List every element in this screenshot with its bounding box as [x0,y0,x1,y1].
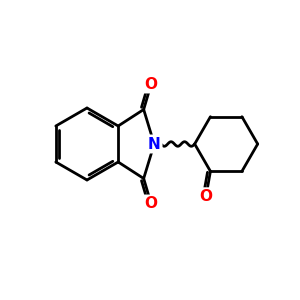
Text: O: O [200,189,212,204]
Text: O: O [145,196,158,211]
Text: N: N [148,136,161,152]
Text: O: O [145,76,158,92]
